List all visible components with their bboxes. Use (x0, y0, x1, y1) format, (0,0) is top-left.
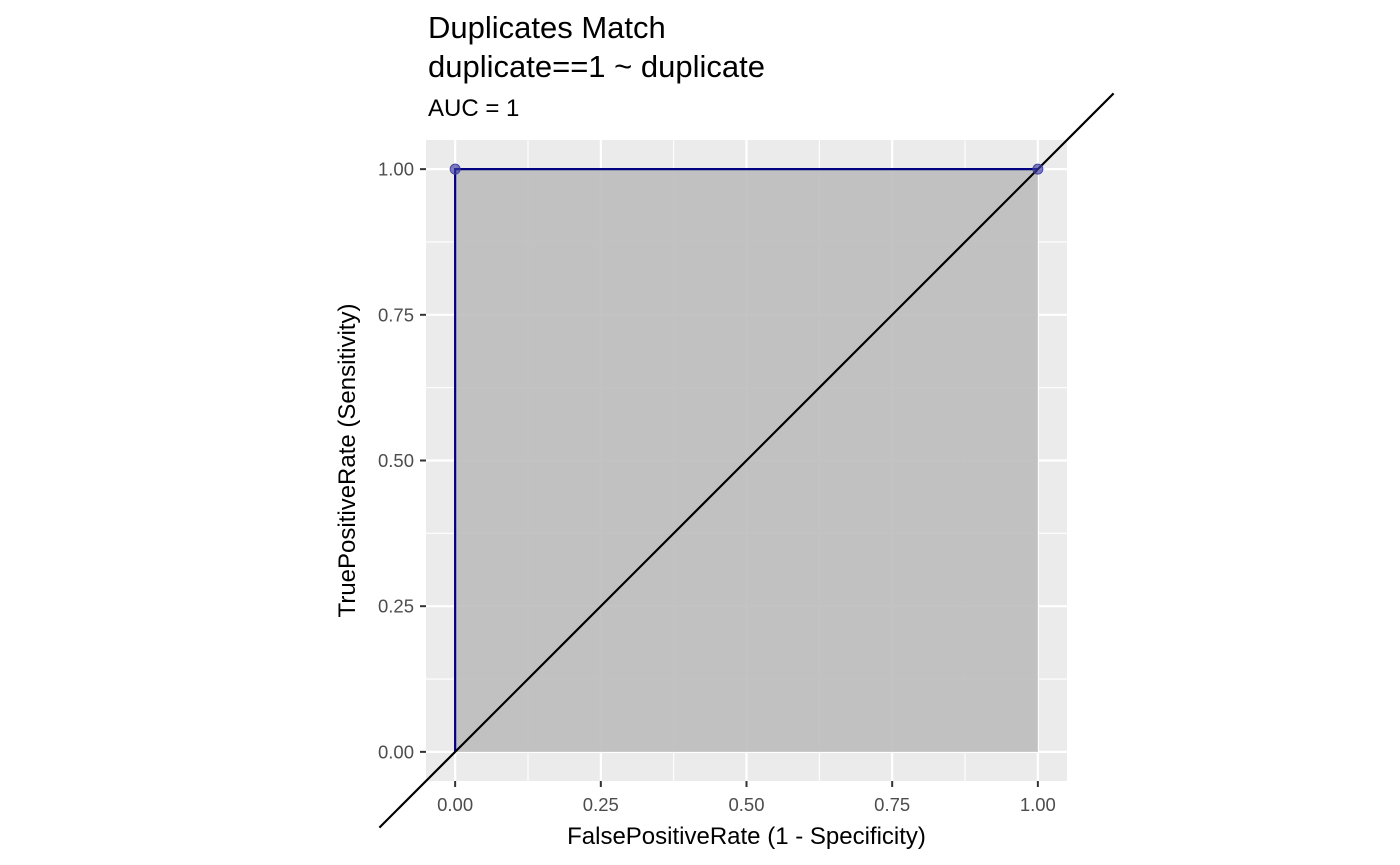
diagonal-reference-line (378, 92, 1115, 829)
y-tick-label: 0.25 (378, 596, 414, 617)
roc-point (1032, 163, 1044, 175)
y-tick-label: 0.00 (378, 741, 414, 762)
y-tick-label: 0.50 (378, 450, 414, 471)
roc-point-layer (449, 163, 1044, 175)
x-tick-label: 0.50 (728, 794, 764, 815)
reference-line-layer (378, 92, 1115, 829)
x-tick-label: 1.00 (1020, 794, 1056, 815)
x-axis-title: FalsePositiveRate (1 - Specificity) (567, 823, 926, 850)
x-tick-label: 0.25 (583, 794, 619, 815)
x-axis: 0.00 0.25 0.50 0.75 1.00 (437, 781, 1056, 815)
y-axis: 0.00 0.25 0.50 0.75 1.00 (378, 159, 426, 762)
chart-subtitle: AUC = 1 (428, 95, 520, 122)
x-tick-label: 0.00 (437, 794, 473, 815)
roc-point (449, 163, 461, 175)
y-tick-label: 1.00 (378, 159, 414, 180)
y-tick-label: 0.75 (378, 304, 414, 325)
x-tick-label: 0.75 (874, 794, 910, 815)
y-axis-title: TruePositiveRate (Sensitivity) (334, 304, 361, 618)
chart-title-line-1: Duplicates Match (428, 10, 666, 45)
chart-title-line-2: duplicate==1 ~ duplicate (428, 49, 765, 84)
